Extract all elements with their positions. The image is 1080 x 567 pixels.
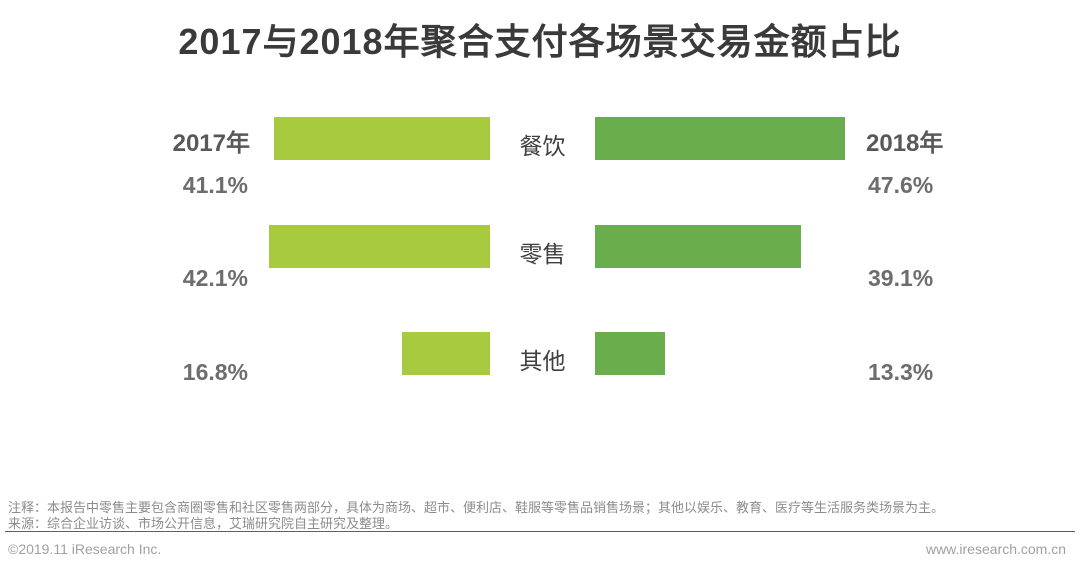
category-label-row2: 其他 xyxy=(519,348,566,374)
bar-2017-row0 xyxy=(274,117,490,160)
category-label-row0: 餐饮 xyxy=(519,133,566,159)
value-label-2017-row0: 41.1% xyxy=(182,172,248,198)
value-label-2018-row0: 47.6% xyxy=(868,172,934,198)
website-link[interactable]: www.iresearch.com.cn xyxy=(925,541,1066,557)
year-label-2017: 2017年 xyxy=(172,130,250,157)
bar-2018-row1 xyxy=(595,225,801,268)
footer-divider xyxy=(5,531,1075,532)
value-label-2017-row2: 16.8% xyxy=(182,359,248,385)
value-label-2018-row2: 13.3% xyxy=(868,359,934,385)
value-label-2018-row1: 39.1% xyxy=(868,265,934,291)
footnote-source: 来源：综合企业访谈、市场公开信息，艾瑞研究院自主研究及整理。 xyxy=(8,516,399,531)
value-label-2017-row1: 42.1% xyxy=(182,265,248,291)
category-label-row1: 零售 xyxy=(519,241,566,267)
page-title: 2017与2018年聚合支付各场景交易金额占比 xyxy=(178,21,902,62)
bar-2017-row1 xyxy=(269,225,490,268)
footnote-note: 注释：本报告中零售主要包含商圈零售和社区零售两部分，具体为商场、超市、便利店、鞋… xyxy=(8,500,945,515)
bar-2017-row2 xyxy=(402,332,490,375)
bar-2018-row2 xyxy=(595,332,665,375)
copyright-text: ©2019.11 iResearch Inc. xyxy=(8,541,162,557)
year-label-2018: 2018年 xyxy=(866,130,944,157)
bar-2018-row0 xyxy=(595,117,845,160)
